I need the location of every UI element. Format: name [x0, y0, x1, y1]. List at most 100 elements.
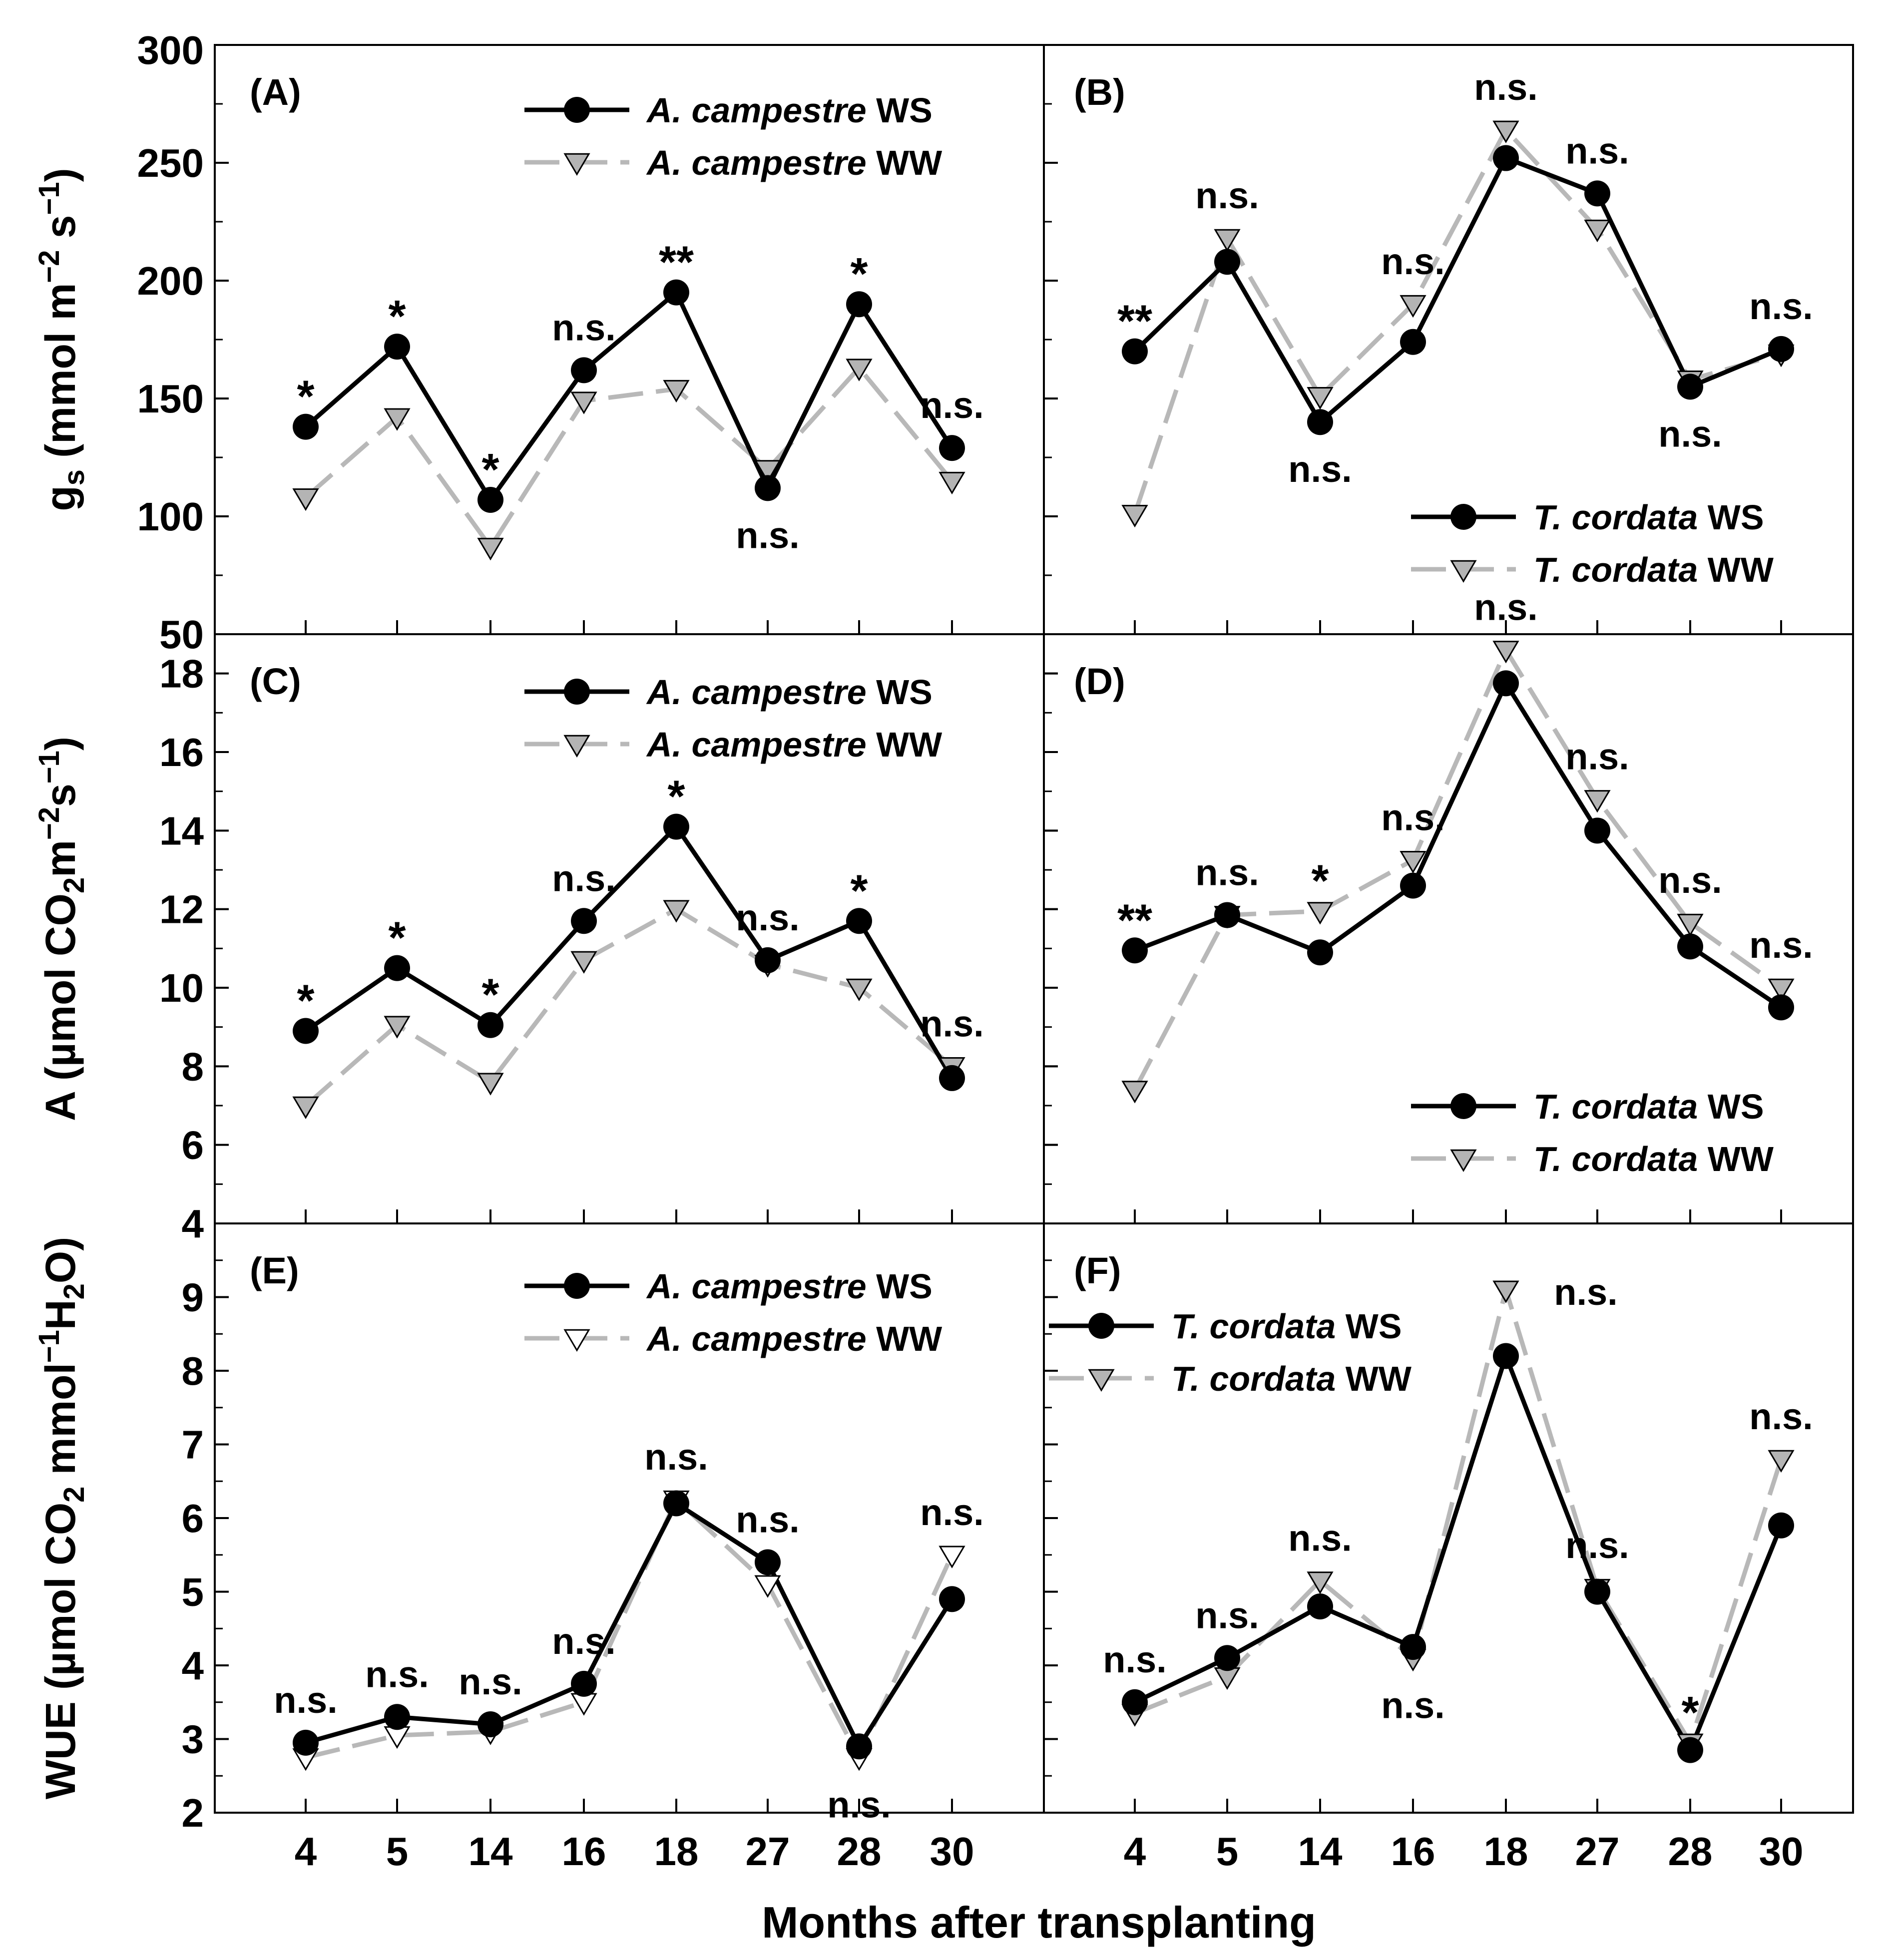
marker-ws-14 — [1307, 1593, 1333, 1619]
marker-ww-28 — [846, 359, 873, 382]
significance-label: ** — [1117, 297, 1152, 347]
marker-ws-5 — [384, 1704, 410, 1730]
y-tick-label: 3 — [182, 1717, 204, 1762]
series-line-ww — [304, 907, 953, 1108]
significance-label: n.s. — [552, 1620, 615, 1662]
legend-marker — [1088, 1369, 1115, 1392]
significance-label: n.s. — [1565, 1525, 1629, 1566]
marker-ws-16 — [571, 357, 597, 384]
significance-label: * — [388, 292, 406, 342]
marker-ws-28 — [846, 908, 872, 934]
marker-ws-16 — [1400, 872, 1426, 899]
series-line-ws — [1134, 681, 1783, 1010]
marker-ws-30 — [1768, 1512, 1794, 1539]
legend-entry-ws: A. campestre WS — [524, 91, 933, 130]
marker-ws-5 — [1214, 1645, 1240, 1671]
y-tick-label: 4 — [182, 1201, 204, 1246]
marker-ww-5 — [384, 1016, 411, 1039]
x-tick-label: 28 — [1668, 1829, 1713, 1874]
marker-ww-16 — [570, 951, 597, 974]
significance-label: ** — [1117, 895, 1152, 945]
marker-ws-4 — [293, 413, 319, 440]
plot-frame — [1043, 633, 1854, 1224]
legend-label: A. campestre WW — [646, 1319, 942, 1358]
series-line-ws — [1134, 1354, 1784, 1753]
x-tick-label: 14 — [1298, 1829, 1343, 1874]
panel-f: 4 5 14 16 18 27 28 30 (F) n.s. n.s. n.s. n.s. n.s. n.s… — [1043, 1222, 1854, 1874]
significance-label: n.s. — [459, 1661, 522, 1702]
legend-entry-ws: T. cordata WS — [1049, 1307, 1402, 1346]
y-tick-label: 150 — [137, 377, 204, 421]
marker-ws-27 — [755, 475, 781, 501]
y-tick-label: 8 — [182, 1044, 204, 1089]
significance-label: n.s. — [1565, 130, 1629, 171]
series-line-ws — [1133, 156, 1782, 424]
y-tick-label: 100 — [137, 494, 204, 539]
y-tick-label: 6 — [182, 1496, 204, 1541]
significance-label: n.s. — [552, 857, 615, 899]
y-tick-label: 250 — [137, 141, 204, 185]
marker-ws-16 — [1400, 329, 1426, 355]
y-tick-label: 14 — [159, 808, 204, 853]
marker-ws-5 — [384, 955, 410, 981]
marker-ws-30 — [1768, 994, 1794, 1021]
marker-ws-18 — [663, 279, 689, 306]
x-tick-label: 30 — [1759, 1829, 1804, 1874]
marker-ww-4 — [1121, 504, 1148, 528]
legend-marker — [1450, 1149, 1477, 1172]
marker-ws-14 — [477, 1012, 503, 1038]
significance-label: n.s. — [274, 1679, 337, 1721]
plot-frame — [1043, 44, 1854, 635]
marker-ww-27 — [754, 460, 781, 483]
significance-label: n.s. — [736, 1499, 799, 1541]
significance-label: * — [388, 913, 406, 963]
significance-label: * — [667, 772, 685, 821]
panel-label: (E) — [250, 1250, 299, 1291]
legend-entry-ww: T. cordata WW — [1049, 1359, 1412, 1398]
legend-label: A. campestre WW — [646, 725, 942, 764]
marker-ws-14 — [1307, 939, 1333, 966]
legend-marker — [1088, 1313, 1114, 1339]
marker-ww-28 — [1677, 913, 1704, 937]
legend-entry-ww: A. campestre WW — [524, 1319, 942, 1358]
significance-label: n.s. — [736, 897, 799, 938]
panel-label: (C) — [250, 661, 301, 702]
legend-label: A. campestre WS — [646, 673, 933, 712]
marker-ws-5 — [1214, 902, 1240, 928]
y-tick-label: 18 — [159, 652, 204, 696]
y-axis-label-wue: WUE (µmol CO2 mmol−1H2O) — [33, 1237, 90, 1799]
marker-ws-18 — [663, 813, 689, 840]
marker-ws-28 — [846, 291, 872, 318]
x-tick-label: 27 — [746, 1829, 790, 1874]
y-tick-label: 16 — [159, 730, 204, 775]
plot-frame — [214, 633, 1045, 1224]
series-line-ww — [305, 1497, 954, 1760]
panel-c: 4 6 8 10 12 14 16 18 (C) * * * n.s. * n.s. * n.s. A. camp… — [159, 633, 1045, 1246]
marker-ws-27 — [755, 947, 781, 973]
marker-ws-4 — [293, 1729, 319, 1756]
marker-ww-16 — [1400, 295, 1426, 318]
legend-entry-ww: T. cordata WW — [1411, 550, 1774, 589]
significance-label: n.s. — [1195, 175, 1259, 216]
legend-entry-ws: T. cordata WS — [1411, 498, 1764, 537]
series-line-ws — [304, 290, 954, 502]
significance-label: n.s. — [644, 1436, 708, 1478]
legend-entry-ww: A. campestre WW — [524, 725, 942, 764]
x-tick-label: 30 — [930, 1829, 974, 1874]
marker-ww-14 — [1307, 1571, 1334, 1594]
legend-marker — [1450, 1093, 1476, 1119]
panel-label: (A) — [250, 71, 301, 113]
y-tick-label: 8 — [182, 1349, 204, 1393]
marker-ws-18 — [1493, 1343, 1519, 1369]
legend-label: A. campestre WW — [646, 143, 942, 182]
significance-label: n.s. — [1195, 1594, 1259, 1636]
series-line-ww — [1134, 1287, 1784, 1745]
series-line-ws — [305, 1501, 954, 1749]
marker-ww-30 — [939, 1546, 965, 1568]
marker-ww-18 — [663, 900, 690, 923]
marker-ws-5 — [1214, 249, 1240, 275]
marker-ws-5 — [384, 334, 410, 360]
marker-ws-4 — [1122, 937, 1148, 964]
significance-label: * — [850, 249, 868, 299]
x-tick-label: 18 — [654, 1829, 699, 1874]
